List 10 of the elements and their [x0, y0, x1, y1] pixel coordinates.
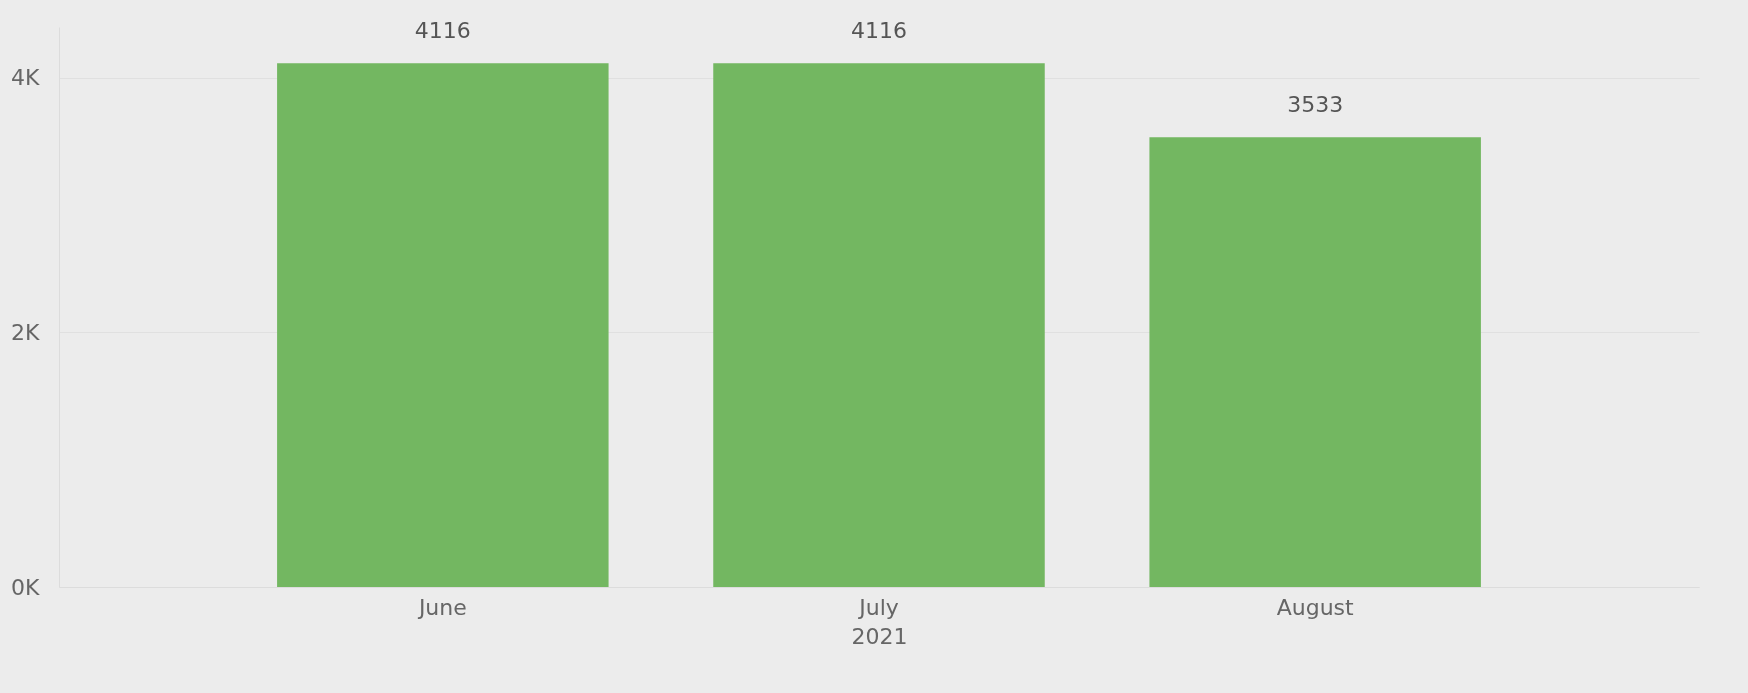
x-axis-title: 2021 — [851, 623, 908, 649]
x-tick-label: July — [857, 594, 899, 620]
y-tick-label: 4K — [11, 65, 41, 91]
x-tick-label: August — [1276, 594, 1355, 620]
data-label: 4116 — [851, 18, 907, 44]
x-tick-label: June — [416, 594, 467, 620]
data-label: 4116 — [414, 18, 471, 44]
data-label: 3533 — [1287, 92, 1344, 118]
y-tick-label: 2K — [11, 319, 41, 345]
y-tick-label: 0K — [11, 574, 41, 600]
